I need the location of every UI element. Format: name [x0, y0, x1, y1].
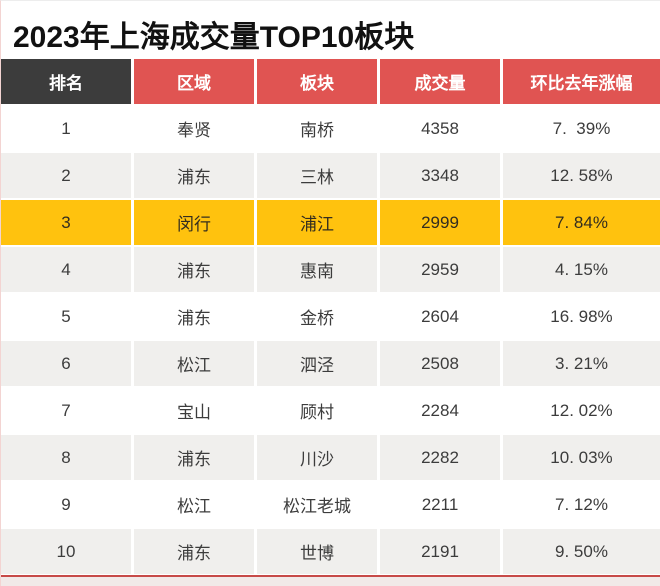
table-row-6: 6 松江 泗泾 2508 3. 21% [1, 341, 660, 386]
rank-cell: 1 [1, 106, 131, 151]
table-header-row: 排名 区域 板块 成交量 环比去年涨幅 [1, 59, 660, 104]
rank-cell: 2 [1, 153, 131, 198]
region-cell: 奉贤 [134, 106, 254, 151]
block-cell: 浦江 [257, 200, 377, 245]
rank-cell: 7 [1, 388, 131, 433]
rank-cell: 5 [1, 294, 131, 339]
change-cell: 7. 84% [503, 200, 660, 245]
block-cell: 川沙 [257, 435, 377, 480]
block-cell: 金桥 [257, 294, 377, 339]
column-header-region: 区域 [134, 59, 254, 104]
change-cell: 12. 02% [503, 388, 660, 433]
volume-cell: 2282 [380, 435, 500, 480]
volume-cell: 2604 [380, 294, 500, 339]
rank-cell: 9 [1, 482, 131, 527]
table-row-7: 7 宝山 顾村 2284 12. 02% [1, 388, 660, 433]
change-cell: 9. 50% [503, 529, 660, 574]
change-cell: 12. 58% [503, 153, 660, 198]
region-cell: 浦东 [134, 529, 254, 574]
column-header-block: 板块 [257, 59, 377, 104]
change-cell: 3. 21% [503, 341, 660, 386]
region-cell: 浦东 [134, 247, 254, 292]
region-cell: 浦东 [134, 294, 254, 339]
change-cell: 10. 03% [503, 435, 660, 480]
table-row-4: 4 浦东 惠南 2959 4. 15% [1, 247, 660, 292]
next-section-cutoff-strip [1, 577, 660, 586]
change-cell: 7. 39% [503, 106, 660, 151]
table-row-1: 1 奉贤 南桥 4358 7. 39% [1, 106, 660, 151]
table-row-8: 8 浦东 川沙 2282 10. 03% [1, 435, 660, 480]
block-cell: 惠南 [257, 247, 377, 292]
change-cell: 7. 12% [503, 482, 660, 527]
rank-cell: 10 [1, 529, 131, 574]
block-cell: 世博 [257, 529, 377, 574]
column-header-rank: 排名 [1, 59, 131, 104]
column-header-volume: 成交量 [380, 59, 500, 104]
rank-cell: 8 [1, 435, 131, 480]
region-cell: 松江 [134, 482, 254, 527]
volume-cell: 2959 [380, 247, 500, 292]
ranking-table: 排名 区域 板块 成交量 环比去年涨幅 1 奉贤 南桥 4358 7. 39% … [1, 59, 660, 574]
volume-cell: 2999 [380, 200, 500, 245]
region-cell: 闵行 [134, 200, 254, 245]
block-cell: 顾村 [257, 388, 377, 433]
region-cell: 浦东 [134, 153, 254, 198]
block-cell: 三林 [257, 153, 377, 198]
volume-cell: 2284 [380, 388, 500, 433]
block-cell: 泗泾 [257, 341, 377, 386]
rank-cell: 3 [1, 200, 131, 245]
volume-cell: 2191 [380, 529, 500, 574]
block-cell: 南桥 [257, 106, 377, 151]
volume-cell: 2508 [380, 341, 500, 386]
table-row-9: 9 松江 松江老城 2211 7. 12% [1, 482, 660, 527]
region-cell: 松江 [134, 341, 254, 386]
block-cell: 松江老城 [257, 482, 377, 527]
change-cell: 4. 15% [503, 247, 660, 292]
region-cell: 宝山 [134, 388, 254, 433]
title-area: 2023年上海成交量TOP10板块 [1, 1, 660, 59]
next-section-top-border [1, 575, 660, 577]
page-title: 2023年上海成交量TOP10板块 [13, 20, 415, 54]
change-cell: 16. 98% [503, 294, 660, 339]
volume-cell: 4358 [380, 106, 500, 151]
rank-cell: 4 [1, 247, 131, 292]
table-row-3-highlighted: 3 闵行 浦江 2999 7. 84% [1, 200, 660, 245]
table-row-10: 10 浦东 世博 2191 9. 50% [1, 529, 660, 574]
table-row-5: 5 浦东 金桥 2604 16. 98% [1, 294, 660, 339]
table-row-2: 2 浦东 三林 3348 12. 58% [1, 153, 660, 198]
volume-cell: 2211 [380, 482, 500, 527]
volume-cell: 3348 [380, 153, 500, 198]
rank-cell: 6 [1, 341, 131, 386]
region-cell: 浦东 [134, 435, 254, 480]
column-header-change: 环比去年涨幅 [503, 59, 660, 104]
